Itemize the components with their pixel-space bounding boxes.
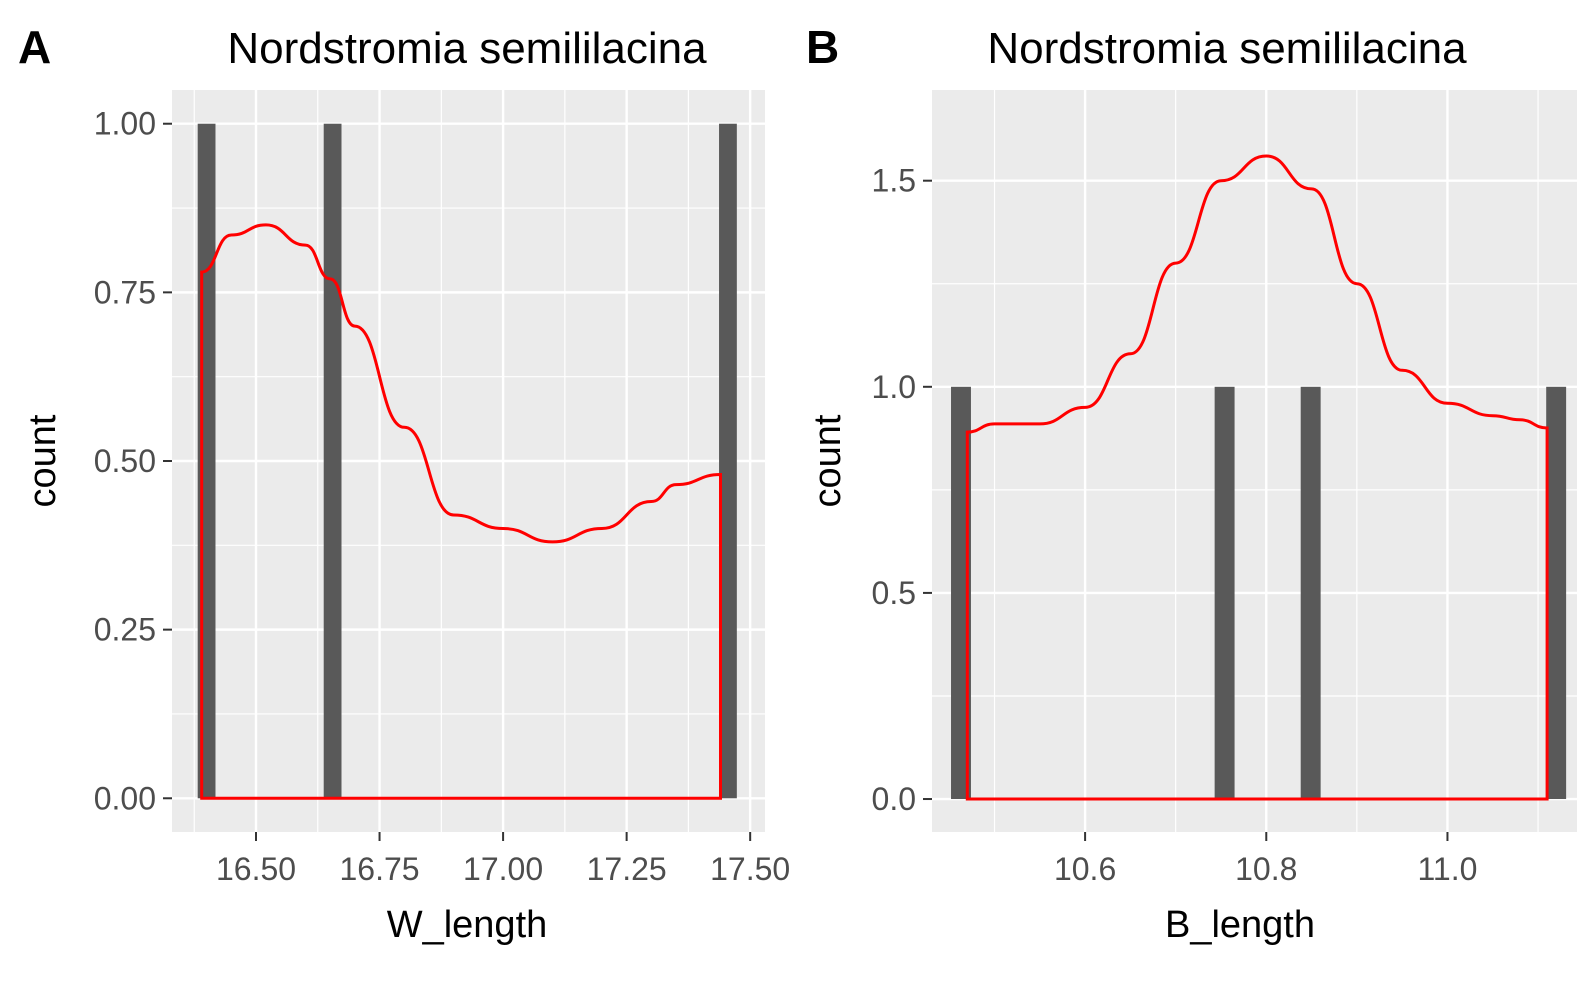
y-tick-label: 0.75 bbox=[94, 274, 156, 310]
panel-a: A Nordstromia semililacina 0.000.250.500… bbox=[18, 21, 790, 946]
y-tick-label: 1.0 bbox=[872, 369, 916, 405]
y-tick-label: 0.50 bbox=[94, 443, 156, 479]
panel-b-density-curve bbox=[965, 154, 1549, 801]
y-tick-label: 1.00 bbox=[94, 106, 156, 142]
panel-b-gridlines bbox=[932, 90, 1577, 832]
panel-a-title: Nordstromia semililacina bbox=[227, 24, 707, 73]
x-tick-label: 17.00 bbox=[463, 851, 543, 887]
histogram-bar bbox=[1300, 386, 1321, 800]
panel-b-x-axis-title: B_length bbox=[1165, 904, 1315, 946]
x-tick-label: 11.0 bbox=[1418, 851, 1478, 887]
x-tick-label: 16.75 bbox=[340, 851, 420, 887]
panel-a-y-axis-title: count bbox=[22, 414, 64, 507]
y-tick-label: 0.25 bbox=[94, 612, 156, 648]
panel-a-x-axis-title: W_length bbox=[387, 904, 548, 946]
panel-b: B Nordstromia semililacina 0.00.51.01.5 … bbox=[806, 21, 1577, 946]
panel-b-x-axis: 10.6 10.8 11.0 bbox=[1054, 832, 1477, 887]
panel-b-letter: B bbox=[806, 21, 839, 73]
x-tick-label: 10.6 bbox=[1054, 851, 1116, 887]
x-tick-label: 17.50 bbox=[710, 851, 790, 887]
panel-a-letter: A bbox=[18, 21, 51, 73]
x-tick-label: 17.25 bbox=[587, 851, 667, 887]
y-tick-label: 0.5 bbox=[872, 575, 916, 611]
panel-a-y-axis: 0.00 0.25 0.50 0.75 1.00 bbox=[94, 106, 172, 816]
y-tick-label: 0.0 bbox=[872, 781, 916, 817]
panel-b-plot-area bbox=[932, 90, 1577, 832]
x-tick-label: 10.8 bbox=[1235, 851, 1297, 887]
y-tick-label: 0.00 bbox=[94, 780, 156, 816]
panel-a-x-axis: 16.50 16.75 17.00 17.25 17.50 bbox=[216, 832, 790, 887]
x-tick-label: 16.50 bbox=[216, 851, 296, 887]
y-tick-label: 1.5 bbox=[872, 163, 916, 199]
histogram-bar bbox=[323, 123, 342, 799]
histogram-bar bbox=[1546, 386, 1567, 800]
histogram-bar bbox=[719, 123, 737, 799]
panel-b-y-axis-title: count bbox=[807, 414, 849, 507]
panel-b-title: Nordstromia semililacina bbox=[987, 24, 1467, 73]
panel-a-density-curve bbox=[200, 223, 722, 800]
panel-b-y-axis: 0.0 0.5 1.0 1.5 bbox=[872, 163, 932, 817]
histogram-bar bbox=[1214, 386, 1235, 800]
